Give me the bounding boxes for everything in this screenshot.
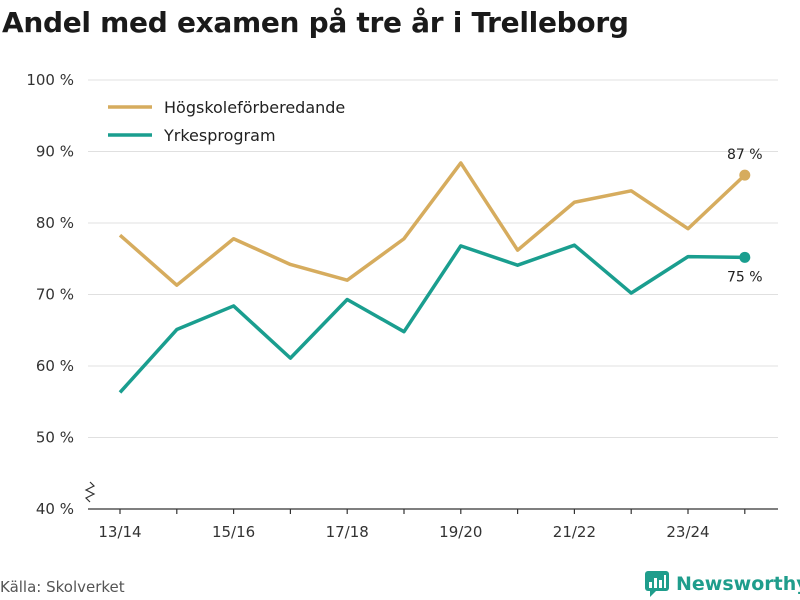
- y-tick-label: 80 %: [36, 214, 74, 232]
- series-end-point: [739, 251, 751, 263]
- x-tick-label: 15/16: [212, 523, 255, 541]
- series-line: [118, 243, 745, 394]
- brand-name: Newsworthy: [676, 573, 800, 595]
- newsworthy-logo-icon: [645, 571, 669, 597]
- series-line: [118, 161, 747, 287]
- axis-layer: 40 % 50 % 60 % 70 % 80 % 90 % 100 % 13/14 15/16 1…: [26, 71, 778, 541]
- source-note: Källa: Skolverket: [0, 578, 125, 596]
- y-tick-label: 60 %: [36, 357, 74, 375]
- y-tick-label: 50 %: [36, 429, 74, 447]
- legend: Högskoleförberedande Yrkesprogram: [108, 98, 345, 145]
- x-tick-label: 17/18: [326, 523, 369, 541]
- series-end-label: 87 %: [727, 147, 763, 163]
- y-tick-label: 100 %: [26, 71, 74, 89]
- grid-layer: [88, 79, 778, 438]
- series-layer: 87 % 75 %: [118, 147, 763, 394]
- x-tick-label: 13/14: [98, 523, 141, 541]
- legend-label: Högskoleförberedande: [164, 98, 345, 117]
- legend-label: Yrkesprogram: [163, 126, 276, 145]
- axis-break-icon: [84, 481, 96, 503]
- y-tick-label: 70 %: [36, 286, 74, 304]
- y-tick-label: 40 %: [36, 500, 74, 518]
- x-tick-label: 23/24: [666, 523, 709, 541]
- brand-logo: Newsworthy: [644, 570, 800, 598]
- chart-title: Andel med examen på tre år i Trelleborg: [2, 6, 629, 39]
- series-end-label: 75 %: [727, 269, 763, 285]
- x-tick-label: 21/22: [553, 523, 596, 541]
- series-end-point: [739, 169, 751, 181]
- x-tick-label: 19/20: [439, 523, 482, 541]
- y-tick-label: 90 %: [36, 143, 74, 161]
